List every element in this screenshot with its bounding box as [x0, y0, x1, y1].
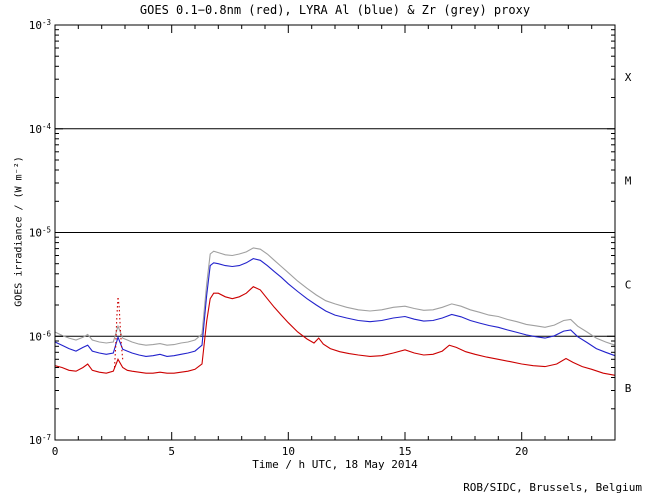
- y-axis-label: GOES irradiance / (W m⁻²): [13, 156, 25, 307]
- y-tick-label: 10-3: [29, 18, 51, 32]
- flare-class-label-X: X: [625, 71, 632, 84]
- y-tick-label: 10-4: [29, 122, 52, 136]
- flare-class-label-B: B: [625, 382, 632, 395]
- x-tick-label: 20: [515, 445, 528, 458]
- series-line-goes-spike: [113, 296, 124, 368]
- series-line-lyra-al: [54, 258, 616, 357]
- y-tick-label: 10-5: [29, 226, 51, 240]
- x-axis-ticks: 0 5 10 15 20: [52, 25, 616, 458]
- x-axis-label: Time / h UTC, 18 May 2014: [252, 458, 418, 471]
- flare-class-label-M: M: [625, 175, 632, 188]
- x-tick-label: 15: [398, 445, 411, 458]
- x-tick-label: 10: [282, 445, 295, 458]
- credit-text: ROB/SIDC, Brussels, Belgium: [463, 481, 642, 494]
- x-tick-label: 0: [52, 445, 59, 458]
- flare-class-label-C: C: [625, 278, 632, 291]
- series-line-lyra-zr: [54, 247, 616, 346]
- x-tick-label: 5: [168, 445, 175, 458]
- chart-title: GOES 0.1−0.8nm (red), LYRA Al (blue) & Z…: [139, 3, 531, 17]
- y-tick-label: 10-6: [29, 329, 52, 343]
- y-tick-label: 10-7: [29, 433, 51, 447]
- series-line-goes: [54, 286, 616, 376]
